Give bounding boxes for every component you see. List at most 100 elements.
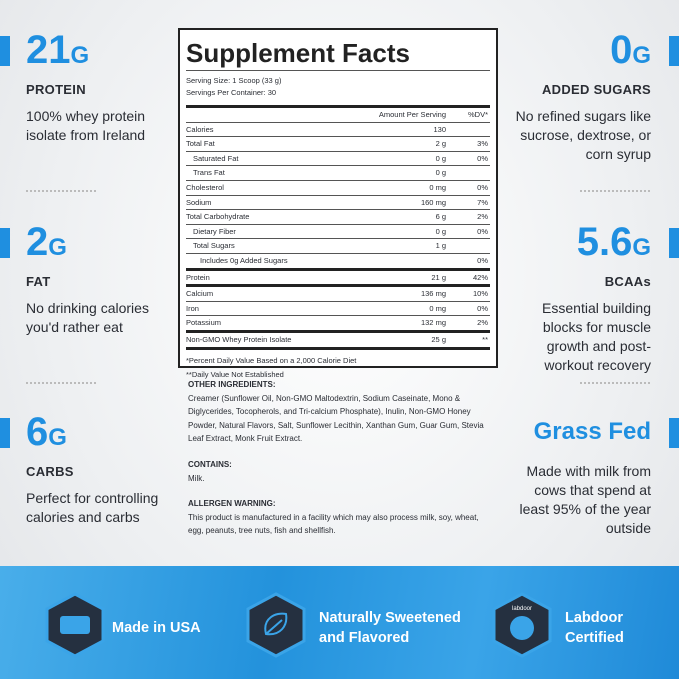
footnotes: *Percent Daily Value Based on a 2,000 Ca…	[186, 346, 490, 382]
ingredients: OTHER INGREDIENTS: Creamer (Sunflower Oil…	[188, 378, 488, 550]
facts-row: Total Carbohydrate 6 g 2%	[186, 209, 490, 224]
nutrient: Potassium	[186, 318, 222, 328]
stat-description: Essential building blocks for muscle gro…	[542, 300, 651, 373]
stat-value: 0G	[511, 30, 651, 76]
stat: 0G ADDED SUGARS No refined sugars like suc…	[511, 30, 651, 164]
amount: 0 mg	[429, 182, 446, 192]
daily-value: 0%	[477, 153, 488, 163]
accent-bar	[0, 228, 10, 258]
stat-description: 100% whey protein isolate from Ireland	[26, 108, 146, 143]
stat-description: Made with milk from cows that spend at l…	[519, 463, 651, 536]
amount: 1 g	[435, 241, 446, 251]
unit: G	[70, 42, 90, 69]
nutrient: Total Sugars	[193, 241, 235, 251]
serving-info: Serving Size: 1 Scoop (33 g) Servings Pe…	[186, 70, 490, 99]
daily-value: 0%	[477, 255, 488, 265]
header-amount: Amount Per Serving	[378, 110, 446, 119]
separator	[580, 190, 650, 192]
stat: Grass Fed Made with milk from cows that s…	[511, 412, 651, 538]
facts-rows: Calories 130 Total Fat 2 g 3% Saturated Fat 0 …	[186, 121, 490, 347]
daily-value: 0%	[477, 182, 488, 192]
badge-icons: labdoor	[45, 592, 552, 658]
hex-icon	[45, 592, 105, 658]
facts-row: Iron 0 mg 0%	[186, 300, 490, 316]
unit: G	[48, 234, 67, 261]
daily-value: 2%	[477, 318, 488, 328]
amount: 0 g	[435, 153, 446, 163]
facts-row: Dietary Fiber 0 g 0%	[186, 223, 490, 239]
daily-value: 3%	[477, 139, 488, 149]
stat-description: No drinking calories you'd rather eat	[26, 300, 149, 335]
daily-value: 10%	[472, 289, 488, 299]
stat-value: 5.6G	[511, 222, 651, 268]
nutrient: Cholesterol	[186, 182, 224, 192]
stat-value: 21G	[26, 30, 166, 76]
unit: G	[632, 42, 651, 69]
nutrient: Total Carbohydrate	[186, 212, 250, 222]
nutrient: Calcium	[186, 289, 214, 299]
serving-size: Serving Size: 1 Scoop (33 g)	[186, 76, 282, 85]
daily-value: 0%	[477, 303, 488, 313]
servings: Servings Per Container: 30	[186, 88, 277, 97]
stat-label: FAT	[26, 274, 51, 289]
badge-label: Naturally Sweetened and Flavored	[319, 610, 461, 646]
value: 0	[610, 28, 633, 72]
contains: CONTAINS: Milk.	[188, 458, 488, 485]
accent-bar	[669, 228, 679, 258]
amount: 6 g	[435, 212, 446, 222]
amount: 25 g	[431, 334, 446, 344]
footnote: **Daily Value Not Established	[186, 369, 284, 379]
daily-value: 2%	[477, 212, 488, 222]
value: Grass Fed	[533, 418, 651, 445]
daily-value: 7%	[477, 197, 488, 207]
value: 2	[26, 220, 49, 264]
stat-description: Perfect for controlling calories and car…	[26, 490, 159, 525]
amount: 0 mg	[429, 303, 446, 313]
stat: 6G CARBS Perfect for controlling calories …	[26, 412, 166, 527]
amount: 132 mg	[420, 318, 446, 328]
amount: 0 g	[435, 226, 446, 236]
stat-value: Grass Fed	[511, 412, 651, 452]
nutrient: Dietary Fiber	[193, 226, 236, 236]
nutrient: Protein	[186, 272, 210, 282]
amount: 2 g	[435, 139, 446, 149]
nutrient: Saturated Fat	[193, 153, 239, 163]
value: 21	[26, 28, 71, 72]
stat-value: 6G	[26, 412, 166, 458]
facts-header: Amount Per Serving %DV*	[186, 105, 490, 122]
badge-label: Labdoor Certified	[565, 610, 624, 646]
amount: 136 mg	[420, 289, 446, 299]
heading: CONTAINS:	[188, 459, 232, 469]
amount: 0 g	[435, 168, 446, 178]
accent-bar	[0, 36, 10, 66]
allergen: ALLERGEN WARNING: This product is manufac…	[188, 497, 488, 538]
stat: 2G FAT No drinking calories you'd rather e…	[26, 222, 166, 337]
stat-label: CARBS	[26, 464, 74, 479]
hex-icon	[492, 592, 552, 658]
badge-label: Made in USA	[112, 620, 201, 636]
separator	[26, 190, 96, 192]
footnote: *Percent Daily Value Based on a 2,000 Ca…	[186, 355, 357, 365]
accent-bar	[669, 36, 679, 66]
facts-row: Calories 130	[186, 121, 490, 137]
value: 6	[26, 410, 49, 454]
header-dv: %DV*	[467, 110, 488, 119]
facts-row: Total Fat 2 g 3%	[186, 136, 490, 151]
facts-row: Protein 21 g 42%	[186, 267, 490, 285]
text: Creamer (Sunflower Oil, Non-GMO Maltodex…	[188, 393, 484, 444]
facts-row: Non-GMO Whey Protein Isolate 25 g **	[186, 329, 490, 347]
stat: 21G PROTEIN 100% whey protein isolate from…	[26, 30, 166, 145]
nutrient: Iron	[186, 303, 199, 313]
stat-description: No refined sugars like sucrose, dextrose…	[515, 108, 651, 162]
facts-row: Cholesterol 0 mg 0%	[186, 179, 490, 195]
facts-title: Supplement Facts	[186, 38, 410, 68]
accent-bar	[669, 418, 679, 448]
unit: G	[632, 234, 651, 261]
stat-label: PROTEIN	[26, 82, 86, 97]
heading: ALLERGEN WARNING:	[188, 499, 276, 509]
separator	[26, 382, 96, 384]
nutrient: Sodium	[186, 197, 212, 207]
daily-value: 42%	[472, 272, 488, 282]
nutrient: Total Fat	[186, 139, 215, 149]
